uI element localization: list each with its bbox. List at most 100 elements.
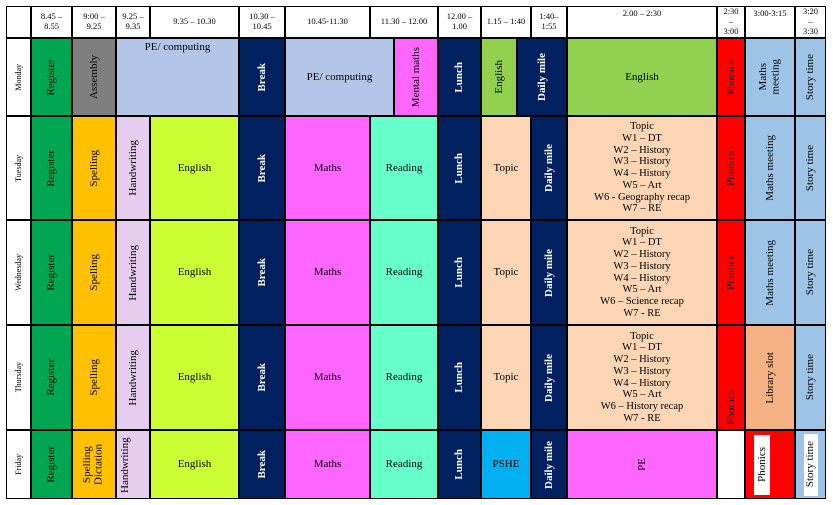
time-header: 11.30 – 12.00: [370, 6, 438, 38]
lesson-label: Topic: [493, 266, 519, 279]
lesson-label: Reading: [385, 371, 423, 384]
lesson-topic: Topic: [481, 220, 531, 325]
lesson-label: Daily mile: [535, 53, 548, 101]
lesson-label: Phonics: [755, 447, 768, 482]
empty-cell: [717, 430, 745, 499]
lesson-daily-mile: Daily mile: [531, 220, 567, 325]
lesson-label: Story time: [804, 249, 817, 296]
time-header: 2.00 – 2:30: [567, 6, 717, 38]
lesson-phonics: Phonics: [717, 116, 745, 220]
time-header: 3:20 – 3:30: [795, 6, 826, 38]
lesson-daily-mile: Daily mile: [531, 325, 567, 430]
lesson-label: Daily mile: [542, 144, 555, 192]
lesson-story-time: Story time: [795, 325, 826, 430]
lesson-handwriting: Handwriting: [116, 430, 150, 499]
lesson-maths: Maths: [285, 430, 370, 499]
lesson-label: PE/ computing: [144, 41, 211, 53]
lesson-label: Register: [45, 446, 58, 483]
lesson-label: Spelling: [87, 254, 100, 291]
lesson-label: Reading: [385, 458, 423, 471]
lesson-label: Register: [45, 149, 58, 187]
lesson-label: Lunch: [453, 257, 466, 288]
lesson-maths-meeting: Maths meeting: [745, 38, 795, 116]
lesson-label: Handwriting: [126, 244, 139, 301]
lesson-english: English: [567, 38, 717, 116]
lesson-label: Maths meeting: [757, 59, 782, 95]
lesson-english: English: [150, 430, 239, 499]
time-header: 12.00 – 1.00: [438, 6, 481, 38]
lesson-story-time: Story time: [795, 116, 826, 220]
lesson-label: Lunch: [453, 152, 466, 184]
lesson-label: Daily mile: [542, 353, 555, 402]
lesson-label: Maths meeting: [763, 135, 776, 201]
lesson-label: PE: [635, 458, 648, 471]
lesson-label: Reading: [385, 161, 423, 174]
lesson-register: Register: [31, 220, 72, 325]
time-header: 1:40– 1:55: [531, 6, 567, 38]
lesson-label: Topic: [493, 371, 519, 384]
lesson-label: Maths meeting: [763, 239, 776, 306]
time-header: 1.15 – 1:40: [481, 6, 531, 38]
day-label-thursday: Thursday: [6, 325, 31, 430]
time-header: 10.45-11.30: [285, 6, 370, 38]
corner-cell: [6, 6, 31, 38]
lesson-label: Story time: [804, 354, 817, 401]
time-header: 2:30 – 3:00: [717, 6, 745, 38]
lesson-library-slot: Library slot: [745, 325, 795, 430]
lesson-label: Topic: [493, 161, 519, 174]
lesson-label: Lunch: [453, 362, 466, 393]
day-name: Wednesday: [13, 254, 23, 291]
lesson-label: PE/ computing: [306, 70, 373, 83]
lesson-phonics: Phonics: [745, 430, 795, 499]
lesson-daily-mile: Daily mile: [517, 38, 567, 116]
lesson-english: English: [150, 325, 239, 430]
lesson-label: Handwriting: [126, 349, 139, 406]
lesson-lunch: Lunch: [438, 430, 481, 499]
lesson-lunch: Lunch: [438, 325, 481, 430]
lesson-label: Spelling: [87, 149, 100, 187]
lesson-label: Handwriting: [119, 436, 131, 493]
lesson-label: Break: [255, 153, 268, 183]
lesson-reading: Reading: [370, 116, 438, 220]
lesson-label: Break: [255, 258, 268, 287]
lesson-register: Register: [31, 325, 72, 430]
lesson-reading: Reading: [370, 220, 438, 325]
lesson-label: Phonics: [724, 255, 737, 290]
lesson-reading: Reading: [370, 325, 438, 430]
lesson-topic: Topic: [481, 116, 531, 220]
lesson-story-time: Story time: [795, 38, 826, 116]
lesson-topic-rota: Topic W1 – DT W2 – History W3 – History …: [567, 325, 717, 430]
lesson-label: Phonics: [724, 59, 737, 95]
lesson-label: Register: [45, 359, 58, 396]
lesson-maths-meeting: Maths meeting: [745, 220, 795, 325]
lesson-lunch: Lunch: [438, 220, 481, 325]
lesson-label: Phonics: [724, 390, 737, 425]
lesson-label: Break: [255, 363, 268, 392]
lesson-label: English: [492, 60, 505, 94]
lesson-label: Daily mile: [542, 248, 555, 297]
lesson-break: Break: [239, 325, 285, 430]
lesson-label: Phonics: [724, 150, 737, 186]
lesson-handwriting: Handwriting: [116, 220, 150, 325]
lesson-label: Story time: [804, 441, 817, 488]
lesson-label: Maths: [313, 161, 342, 174]
story-label-box: Story time: [803, 433, 818, 496]
lesson-label: English: [177, 458, 212, 471]
lesson-maths: Maths: [285, 220, 370, 325]
lesson-label: Story time: [804, 144, 817, 192]
lesson-label: Register: [45, 58, 58, 96]
lesson-label: Spelling: [87, 359, 100, 396]
lesson-topic-rota: Topic W1 – DT W2 – History W3 – History …: [567, 220, 717, 325]
lesson-label: Spelling Dictation: [81, 444, 105, 485]
lesson-spelling: Spelling: [72, 325, 116, 430]
time-header: 10.30 – 10.45: [239, 6, 285, 38]
lesson-phonics: Phonics: [717, 325, 745, 430]
lesson-label: Handwriting: [126, 140, 139, 196]
phonics-label-box: Phonics: [754, 434, 770, 495]
lesson-reading: Reading: [370, 430, 438, 499]
lesson-mental-maths: Mental maths: [394, 38, 438, 116]
lesson-label: Maths: [313, 371, 342, 384]
lesson-spelling-dictation: Spelling Dictation: [72, 430, 116, 499]
time-header: 8.45 – 8.55: [31, 6, 72, 38]
